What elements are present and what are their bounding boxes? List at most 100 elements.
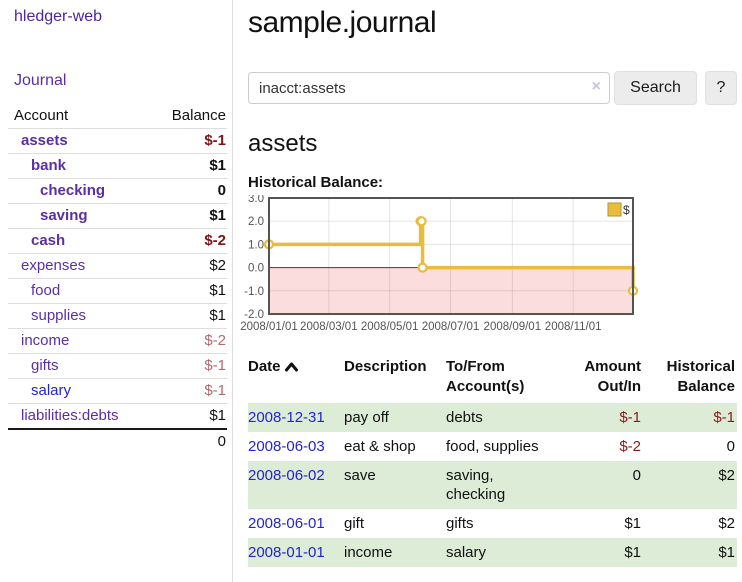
column-header-amount: Amount Out/In xyxy=(584,358,641,395)
transaction-description: gift xyxy=(344,515,365,532)
clear-search-icon[interactable]: × xyxy=(591,78,601,95)
transaction-balance: $2 xyxy=(718,515,735,532)
account-link[interactable]: saving xyxy=(40,207,88,224)
svg-text:-2.0: -2.0 xyxy=(244,309,264,321)
svg-text:2008/03/01: 2008/03/01 xyxy=(300,321,358,333)
account-row-salary: salary $-1 xyxy=(8,378,227,404)
account-balance: $1 xyxy=(209,282,226,299)
transaction-accounts: gifts xyxy=(446,515,474,532)
search-input[interactable] xyxy=(248,72,610,104)
account-link[interactable]: salary xyxy=(31,382,72,399)
column-header-date[interactable]: Date xyxy=(248,355,344,403)
transaction-accounts: salary xyxy=(446,544,487,561)
transaction-accounts: debts xyxy=(446,409,483,426)
account-balance: $1 xyxy=(209,207,226,224)
transaction-row: 2008-06-03 eat & shop food, supplies $-2… xyxy=(248,432,737,461)
account-link[interactable]: supplies xyxy=(31,307,87,324)
transaction-date-link[interactable]: 2008-06-03 xyxy=(248,438,325,455)
transaction-description: income xyxy=(344,544,393,561)
main-content: sample.journal × Search ? assets Histori… xyxy=(240,0,742,567)
account-balance: $1 xyxy=(209,307,226,324)
search-form: × Search ? xyxy=(248,71,742,105)
account-row-assets: assets $-1 xyxy=(8,128,227,154)
svg-text:1.0: 1.0 xyxy=(248,239,264,251)
account-row-food: food $1 xyxy=(8,278,227,304)
transaction-balance: $1 xyxy=(718,544,735,561)
account-link[interactable]: gifts xyxy=(31,357,59,374)
svg-text:2008/09/01: 2008/09/01 xyxy=(484,321,542,333)
transaction-amount: $1 xyxy=(624,515,641,532)
account-balance: 0 xyxy=(217,182,226,199)
transaction-balance: 0 xyxy=(726,438,735,455)
help-button[interactable]: ? xyxy=(705,71,737,105)
search-button[interactable]: Search xyxy=(614,71,697,105)
transaction-date-link[interactable]: 2008-01-01 xyxy=(248,544,325,561)
page-title: sample.journal xyxy=(248,6,437,39)
account-balance: $-2 xyxy=(204,232,226,249)
account-link[interactable]: checking xyxy=(40,182,106,199)
account-balance: $1 xyxy=(209,157,226,174)
register-header-row: Date Description To/From Account(s) Amou… xyxy=(248,355,737,403)
account-row-liabilities-debts: liabilities:debts $1 xyxy=(8,403,227,430)
account-row-saving: saving $1 xyxy=(8,203,227,229)
transaction-date-link[interactable]: 2008-12-31 xyxy=(248,409,325,426)
account-link[interactable]: assets xyxy=(21,132,68,149)
account-balance: $1 xyxy=(209,407,226,424)
transaction-accounts: saving, checking xyxy=(446,467,506,503)
account-link[interactable]: income xyxy=(21,332,70,349)
app-brand-link[interactable]: hledger-web xyxy=(14,8,103,25)
transaction-row: 2008-06-02 save saving, checking 0 $2 xyxy=(248,461,737,509)
transaction-amount: $-2 xyxy=(619,438,641,455)
transaction-accounts: food, supplies xyxy=(446,438,539,455)
account-link[interactable]: food xyxy=(31,282,61,299)
transaction-row: 2008-01-01 income salary $1 $1 xyxy=(248,538,737,567)
account-row-expenses: expenses $2 xyxy=(8,253,227,279)
account-link[interactable]: liabilities:debts xyxy=(21,407,119,424)
transaction-date-link[interactable]: 2008-06-01 xyxy=(248,515,325,532)
transaction-description: eat & shop xyxy=(344,438,416,455)
sort-ascending-icon xyxy=(284,362,298,372)
transaction-row: 2008-06-01 gift gifts $1 $2 xyxy=(248,509,737,538)
svg-text:2008/05/01: 2008/05/01 xyxy=(361,321,419,333)
transaction-amount: $-1 xyxy=(619,409,641,426)
transaction-date-link[interactable]: 2008-06-02 xyxy=(248,467,325,484)
account-link[interactable]: expenses xyxy=(21,257,86,274)
register-table: Date Description To/From Account(s) Amou… xyxy=(248,355,737,567)
account-row-bank: bank $1 xyxy=(8,153,227,179)
accounts-header-row: Account Balance xyxy=(8,104,227,129)
accounts-table: Account Balance assets $-1 bank $1 check… xyxy=(8,104,227,454)
sidebar-item-journal[interactable]: Journal xyxy=(14,72,67,89)
account-balance: $-1 xyxy=(204,357,226,374)
account-title: assets xyxy=(248,130,318,157)
transaction-amount: $1 xyxy=(624,544,641,561)
column-header-description: Description xyxy=(344,358,427,375)
svg-text:2008/11/01: 2008/11/01 xyxy=(545,321,602,333)
accounts-total-value: 0 xyxy=(217,433,226,450)
account-link[interactable]: bank xyxy=(31,157,67,174)
accounts-total-row: 0 xyxy=(8,429,227,454)
svg-text:2008/07/01: 2008/07/01 xyxy=(422,321,480,333)
svg-text:-1.0: -1.0 xyxy=(244,286,264,298)
account-row-checking: checking 0 xyxy=(8,178,227,204)
account-row-supplies: supplies $1 xyxy=(8,303,227,329)
accounts-header-account: Account xyxy=(14,107,69,124)
account-row-gifts: gifts $-1 xyxy=(8,353,227,379)
transaction-description: save xyxy=(344,467,376,484)
account-balance: $-2 xyxy=(204,332,226,349)
column-header-accounts: To/From Account(s) xyxy=(446,358,525,395)
account-balance: $2 xyxy=(209,257,226,274)
account-balance: $-1 xyxy=(204,382,226,399)
account-balance: $-1 xyxy=(204,132,226,149)
sidebar: hledger-web Journal Account Balance asse… xyxy=(0,0,233,582)
transaction-balance: $2 xyxy=(718,467,735,484)
svg-text:$: $ xyxy=(623,203,630,217)
chart-heading: Historical Balance: xyxy=(248,174,384,191)
column-header-balance: Historical Balance xyxy=(666,358,735,395)
svg-text:2.0: 2.0 xyxy=(248,216,264,228)
svg-text:3.0: 3.0 xyxy=(248,195,264,205)
account-link[interactable]: cash xyxy=(31,232,66,249)
historical-balance-chart: $3.0 2.0 1.0 0.0 -1.0 -2.0 2008/01/01 2008/03/0… xyxy=(239,195,742,337)
account-row-cash: cash $-2 xyxy=(8,228,227,254)
accounts-header-balance: Balance xyxy=(171,107,226,124)
